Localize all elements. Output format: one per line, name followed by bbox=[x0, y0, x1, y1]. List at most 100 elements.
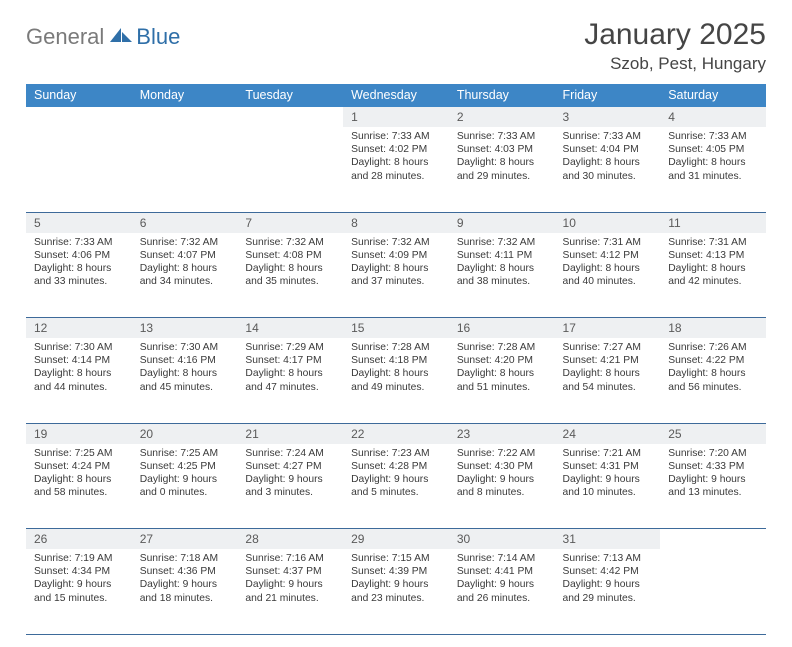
day-cell-number: 3 bbox=[555, 107, 661, 127]
brand-logo: General Blue bbox=[26, 18, 180, 50]
day-info: Sunrise: 7:33 AMSunset: 4:06 PMDaylight:… bbox=[26, 233, 132, 293]
day-cell-number: 19 bbox=[26, 423, 132, 444]
sunrise-text: Sunrise: 7:30 AM bbox=[34, 341, 126, 354]
dow-wednesday: Wednesday bbox=[343, 84, 449, 107]
sunset-text: Sunset: 4:14 PM bbox=[34, 354, 126, 367]
day-info: Sunrise: 7:23 AMSunset: 4:28 PMDaylight:… bbox=[343, 444, 449, 504]
daylight-text: Daylight: 9 hours and 23 minutes. bbox=[351, 578, 443, 604]
day-number: 1 bbox=[343, 107, 449, 127]
sunset-text: Sunset: 4:18 PM bbox=[351, 354, 443, 367]
day-cell-number: 24 bbox=[555, 423, 661, 444]
day-number: 29 bbox=[343, 529, 449, 549]
day-cell-number bbox=[26, 107, 132, 127]
day-info: Sunrise: 7:31 AMSunset: 4:12 PMDaylight:… bbox=[555, 233, 661, 293]
daylight-text: Daylight: 8 hours and 31 minutes. bbox=[668, 156, 760, 182]
daylight-text: Daylight: 8 hours and 34 minutes. bbox=[140, 262, 232, 288]
daylight-text: Daylight: 8 hours and 35 minutes. bbox=[245, 262, 337, 288]
logo-text-general: General bbox=[26, 24, 104, 50]
daylight-text: Daylight: 8 hours and 38 minutes. bbox=[457, 262, 549, 288]
day-info: Sunrise: 7:22 AMSunset: 4:30 PMDaylight:… bbox=[449, 444, 555, 504]
sunrise-text: Sunrise: 7:33 AM bbox=[351, 130, 443, 143]
sunset-text: Sunset: 4:31 PM bbox=[563, 460, 655, 473]
daylight-text: Daylight: 9 hours and 10 minutes. bbox=[563, 473, 655, 499]
day-info: Sunrise: 7:28 AMSunset: 4:18 PMDaylight:… bbox=[343, 338, 449, 398]
sunrise-text: Sunrise: 7:32 AM bbox=[140, 236, 232, 249]
day-info: Sunrise: 7:33 AMSunset: 4:05 PMDaylight:… bbox=[660, 127, 766, 187]
month-title: January 2025 bbox=[584, 18, 766, 52]
day-cell-number: 27 bbox=[132, 529, 238, 550]
day-cell-info: Sunrise: 7:18 AMSunset: 4:36 PMDaylight:… bbox=[132, 549, 238, 634]
daylight-text: Daylight: 9 hours and 21 minutes. bbox=[245, 578, 337, 604]
daylight-text: Daylight: 9 hours and 18 minutes. bbox=[140, 578, 232, 604]
day-cell-info: Sunrise: 7:29 AMSunset: 4:17 PMDaylight:… bbox=[237, 338, 343, 423]
day-number: 18 bbox=[660, 318, 766, 338]
day-number bbox=[660, 529, 766, 535]
day-cell-number: 25 bbox=[660, 423, 766, 444]
sunrise-text: Sunrise: 7:33 AM bbox=[34, 236, 126, 249]
daylight-text: Daylight: 8 hours and 40 minutes. bbox=[563, 262, 655, 288]
day-cell-info: Sunrise: 7:32 AMSunset: 4:11 PMDaylight:… bbox=[449, 233, 555, 318]
day-cell-number: 6 bbox=[132, 212, 238, 233]
daylight-text: Daylight: 8 hours and 49 minutes. bbox=[351, 367, 443, 393]
day-cell-info: Sunrise: 7:28 AMSunset: 4:20 PMDaylight:… bbox=[449, 338, 555, 423]
day-info: Sunrise: 7:33 AMSunset: 4:04 PMDaylight:… bbox=[555, 127, 661, 187]
sunrise-text: Sunrise: 7:19 AM bbox=[34, 552, 126, 565]
day-info: Sunrise: 7:30 AMSunset: 4:16 PMDaylight:… bbox=[132, 338, 238, 398]
day-cell-info: Sunrise: 7:30 AMSunset: 4:16 PMDaylight:… bbox=[132, 338, 238, 423]
daylight-text: Daylight: 9 hours and 5 minutes. bbox=[351, 473, 443, 499]
sunset-text: Sunset: 4:27 PM bbox=[245, 460, 337, 473]
week-daynum-row: 1234 bbox=[26, 107, 766, 127]
sunset-text: Sunset: 4:16 PM bbox=[140, 354, 232, 367]
day-cell-info: Sunrise: 7:25 AMSunset: 4:24 PMDaylight:… bbox=[26, 444, 132, 529]
day-info: Sunrise: 7:24 AMSunset: 4:27 PMDaylight:… bbox=[237, 444, 343, 504]
location-label: Szob, Pest, Hungary bbox=[584, 54, 766, 74]
dow-tuesday: Tuesday bbox=[237, 84, 343, 107]
day-cell-info: Sunrise: 7:32 AMSunset: 4:08 PMDaylight:… bbox=[237, 233, 343, 318]
day-number: 15 bbox=[343, 318, 449, 338]
daylight-text: Daylight: 8 hours and 51 minutes. bbox=[457, 367, 549, 393]
sunrise-text: Sunrise: 7:33 AM bbox=[563, 130, 655, 143]
day-number: 7 bbox=[237, 213, 343, 233]
day-cell-number: 8 bbox=[343, 212, 449, 233]
logo-sail-icon bbox=[110, 26, 132, 49]
sunset-text: Sunset: 4:21 PM bbox=[563, 354, 655, 367]
daylight-text: Daylight: 8 hours and 28 minutes. bbox=[351, 156, 443, 182]
day-number: 20 bbox=[132, 424, 238, 444]
day-number: 11 bbox=[660, 213, 766, 233]
daylight-text: Daylight: 8 hours and 47 minutes. bbox=[245, 367, 337, 393]
day-info: Sunrise: 7:25 AMSunset: 4:25 PMDaylight:… bbox=[132, 444, 238, 504]
sunrise-text: Sunrise: 7:29 AM bbox=[245, 341, 337, 354]
sunrise-text: Sunrise: 7:26 AM bbox=[668, 341, 760, 354]
day-cell-info: Sunrise: 7:15 AMSunset: 4:39 PMDaylight:… bbox=[343, 549, 449, 634]
sunset-text: Sunset: 4:02 PM bbox=[351, 143, 443, 156]
day-number: 31 bbox=[555, 529, 661, 549]
day-cell-number: 18 bbox=[660, 318, 766, 339]
day-cell-info: Sunrise: 7:33 AMSunset: 4:02 PMDaylight:… bbox=[343, 127, 449, 212]
day-cell-info: Sunrise: 7:33 AMSunset: 4:04 PMDaylight:… bbox=[555, 127, 661, 212]
day-cell-number: 31 bbox=[555, 529, 661, 550]
daylight-text: Daylight: 9 hours and 0 minutes. bbox=[140, 473, 232, 499]
day-cell-number: 5 bbox=[26, 212, 132, 233]
day-cell-info: Sunrise: 7:31 AMSunset: 4:13 PMDaylight:… bbox=[660, 233, 766, 318]
day-cell-number: 21 bbox=[237, 423, 343, 444]
sunrise-text: Sunrise: 7:18 AM bbox=[140, 552, 232, 565]
day-cell-info: Sunrise: 7:33 AMSunset: 4:03 PMDaylight:… bbox=[449, 127, 555, 212]
daylight-text: Daylight: 9 hours and 13 minutes. bbox=[668, 473, 760, 499]
sunrise-text: Sunrise: 7:21 AM bbox=[563, 447, 655, 460]
sunset-text: Sunset: 4:03 PM bbox=[457, 143, 549, 156]
day-info: Sunrise: 7:27 AMSunset: 4:21 PMDaylight:… bbox=[555, 338, 661, 398]
day-cell-number: 15 bbox=[343, 318, 449, 339]
day-number bbox=[132, 107, 238, 113]
day-info: Sunrise: 7:32 AMSunset: 4:08 PMDaylight:… bbox=[237, 233, 343, 293]
day-cell-info: Sunrise: 7:28 AMSunset: 4:18 PMDaylight:… bbox=[343, 338, 449, 423]
day-cell-info: Sunrise: 7:22 AMSunset: 4:30 PMDaylight:… bbox=[449, 444, 555, 529]
week-info-row: Sunrise: 7:19 AMSunset: 4:34 PMDaylight:… bbox=[26, 549, 766, 634]
sunset-text: Sunset: 4:30 PM bbox=[457, 460, 549, 473]
day-cell-number: 2 bbox=[449, 107, 555, 127]
day-cell-number: 22 bbox=[343, 423, 449, 444]
day-info: Sunrise: 7:32 AMSunset: 4:09 PMDaylight:… bbox=[343, 233, 449, 293]
day-cell-number: 11 bbox=[660, 212, 766, 233]
sunrise-text: Sunrise: 7:28 AM bbox=[457, 341, 549, 354]
day-info: Sunrise: 7:20 AMSunset: 4:33 PMDaylight:… bbox=[660, 444, 766, 504]
sunrise-text: Sunrise: 7:33 AM bbox=[457, 130, 549, 143]
